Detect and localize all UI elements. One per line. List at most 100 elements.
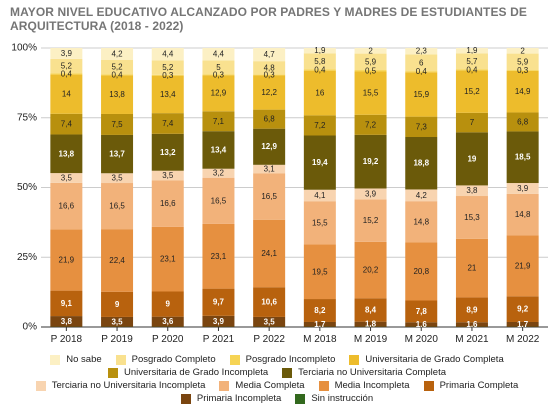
x-tick-label: M 2022: [506, 334, 540, 345]
legend-swatch: [108, 367, 118, 378]
data-label: 3,9: [365, 189, 377, 198]
data-label: 7,2: [365, 120, 377, 129]
data-label: 13,4: [211, 145, 227, 154]
bar-segment: [455, 297, 488, 323]
data-label: 12,9: [211, 89, 227, 98]
bar-segment: [50, 316, 83, 327]
data-label: 0,5: [365, 66, 377, 75]
data-label: 14: [62, 90, 71, 99]
bar-segment: [405, 242, 438, 301]
data-label: 7,4: [162, 119, 174, 128]
bar-segment: [455, 238, 488, 298]
bar-segment: [202, 75, 235, 112]
data-label: 16,5: [211, 196, 227, 205]
bar-segment: [50, 113, 83, 135]
bar-segment: [253, 48, 286, 62]
legend-item: Media Incompleta: [318, 380, 410, 391]
bar-segment: [202, 288, 235, 316]
bar-segment: [50, 182, 83, 230]
data-label: 15,5: [312, 218, 328, 227]
bar-segment: [506, 321, 539, 327]
data-label: 3,5: [111, 317, 123, 326]
data-label: 15,2: [464, 87, 480, 96]
bar-segment: [506, 70, 539, 113]
data-label: 19,5: [312, 267, 328, 276]
bar-segment: [506, 235, 539, 297]
data-label: 2: [368, 46, 373, 55]
legend-swatch: [349, 354, 360, 365]
data-label: 8,2: [314, 306, 326, 315]
bar-segment: [50, 173, 83, 183]
data-label: 0,3: [264, 71, 276, 80]
data-label: 0,4: [466, 65, 478, 74]
bar-segment: [151, 113, 184, 134]
data-label: 3,9: [61, 49, 73, 58]
bar-segment: [506, 70, 539, 71]
bar-segment: [303, 201, 336, 245]
bar-segment: [253, 75, 286, 110]
data-label: 13,7: [109, 150, 125, 159]
bar-segment: [101, 229, 134, 292]
bar-segment: [455, 69, 488, 71]
bar-segment: [101, 173, 134, 184]
bar-segment: [354, 71, 387, 115]
bar-segment: [405, 322, 438, 327]
bar-segment: [354, 114, 387, 135]
bar-segment: [303, 189, 336, 202]
bar-segment: [455, 48, 488, 54]
legend-item: Media Completa: [219, 380, 305, 391]
data-label: 15,3: [464, 213, 480, 222]
data-label: 0,3: [162, 71, 174, 80]
x-tick-label: P 2022: [253, 334, 285, 345]
data-label: 6,8: [517, 117, 529, 126]
bar-segment: [303, 48, 336, 54]
bar-segment: [151, 48, 184, 61]
bar-stack: 3,6 9 23,1 16,6 3,5 13,2 7,4 13,4 0,35,2 4,4: [151, 48, 184, 327]
data-label: 9,7: [213, 298, 225, 307]
bar-segment: [405, 116, 438, 138]
data-label: 0,4: [61, 70, 73, 79]
bar-segment: [253, 316, 286, 327]
bar-segment: [303, 299, 336, 322]
bar-segment: [151, 74, 184, 76]
data-label: 9,2: [517, 305, 529, 314]
legend-label: Media Completa: [235, 380, 305, 391]
data-label: 20,2: [363, 266, 379, 275]
bar-segment: [303, 321, 336, 327]
bar-stack: 3,8 9,1 21,9 16,6 3,5 13,8 7,4 14 0,45,2 3,9: [50, 48, 83, 327]
bar-segment: [151, 170, 184, 181]
legend-item: Primaria Incompleta: [180, 393, 281, 404]
bar-stack: 1,6 7,8 20,8 14,8 4,2 18,8 7,3 15,9 0,46 2,3: [405, 47, 438, 329]
bar-segment: [253, 61, 286, 75]
stacked-bar-chart: 0%25%50%75%100% 3,89,121,916,63,513,87,4…: [11, 43, 548, 345]
data-label: 23,1: [160, 255, 176, 264]
bar-segment: [253, 128, 286, 165]
bar-stack: 3,5 10,6 24,1 16,5 3,1 12,9 6,8 12,2 0,34,8 4,7: [253, 48, 286, 327]
bar-segment: [202, 315, 235, 327]
data-label: 7,8: [416, 307, 428, 316]
bar-segment: [101, 59, 134, 75]
bar-segment: [405, 189, 438, 202]
bar-segment: [101, 113, 134, 135]
bar-segment: [354, 48, 387, 54]
data-label: 3,2: [213, 169, 225, 178]
bar-segment: [202, 177, 235, 224]
bar-segment: [405, 300, 438, 323]
data-label: 4,2: [111, 49, 123, 58]
data-label: 13,4: [160, 90, 176, 99]
bar-segment: [354, 321, 387, 327]
legend-item: Posgrado Completo: [115, 354, 216, 365]
bar-segment: [151, 75, 184, 114]
data-label: 16: [315, 89, 324, 98]
legend-item: Sin instrucción: [295, 393, 373, 404]
bar-segment: [506, 193, 539, 236]
bar-segment: [506, 183, 539, 194]
data-label: 0,4: [314, 66, 326, 75]
legend-swatch: [423, 380, 434, 391]
bar-segment: [253, 74, 286, 76]
legend-item: Posgrado Incompleto: [229, 354, 335, 365]
bar-segment: [455, 53, 488, 70]
bar-segment: [50, 73, 83, 75]
data-label: 16,6: [160, 199, 176, 208]
y-tick-label: 25%: [17, 252, 37, 263]
